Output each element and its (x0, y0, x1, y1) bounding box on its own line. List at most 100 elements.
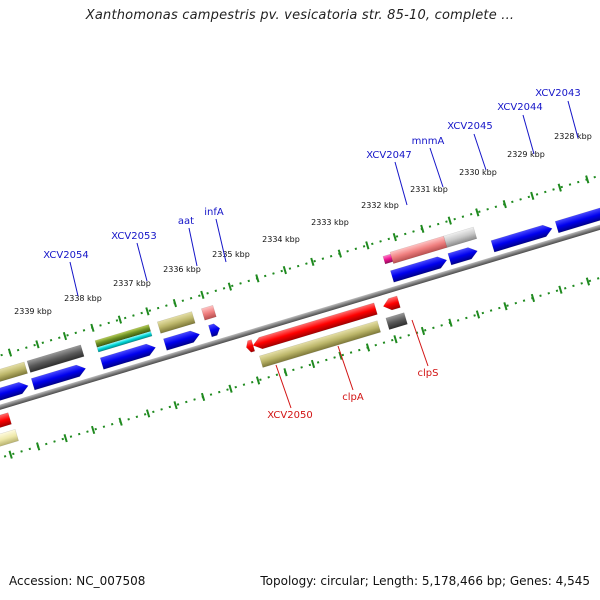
reverse-gene-label[interactable]: clpA (342, 392, 364, 403)
forward-gene-arrow[interactable] (390, 254, 448, 283)
minor-tick (585, 175, 590, 184)
gene-leader-line (275, 364, 292, 409)
forward-gene-block[interactable] (443, 226, 478, 248)
gene-leader-line (215, 218, 227, 263)
forward-gene-label[interactable]: XCV2047 (366, 150, 411, 161)
tick-dot (572, 284, 575, 288)
kbp-tick-label: 2329 kbp (507, 150, 545, 159)
forward-gene-arrow[interactable] (554, 200, 600, 234)
forward-gene-arrow[interactable] (30, 363, 87, 391)
forward-gene-label[interactable]: XCV2044 (497, 102, 542, 113)
forward-gene-label[interactable]: aat (178, 216, 194, 227)
tick-dot (436, 222, 440, 226)
tick-dot (247, 279, 251, 283)
minor-tick (337, 249, 342, 258)
forward-gene-block[interactable] (0, 361, 28, 388)
minor-tick (200, 290, 205, 299)
reverse-gene-arrow[interactable] (251, 302, 378, 351)
tick-dot (354, 247, 358, 251)
forward-gene-block[interactable] (156, 311, 196, 334)
tick-dot (535, 193, 539, 196)
tick-dot (577, 180, 580, 184)
minor-tick (585, 277, 591, 286)
tick-dot (428, 225, 432, 228)
tick-dot (156, 306, 160, 310)
tick-dot (53, 440, 56, 443)
tick-dot (110, 422, 114, 426)
tick-dot (453, 217, 456, 221)
reverse-gene-block[interactable] (259, 320, 381, 368)
forward-gene-arrow[interactable] (163, 329, 201, 351)
tick-dot (305, 262, 308, 265)
minor-tick (502, 199, 507, 209)
tick-dot (489, 309, 493, 312)
forward-gene-label[interactable]: XCV2045 (447, 121, 492, 132)
tick-dot (69, 435, 73, 438)
minor-tick (530, 191, 535, 200)
tick-dot (552, 188, 555, 191)
tick-dot (432, 326, 435, 330)
tick-dot (465, 316, 468, 320)
reverse-gene-label[interactable]: clpS (418, 368, 439, 379)
minor-tick (475, 310, 481, 319)
tick-dot (494, 205, 498, 209)
tick-dot (316, 361, 320, 364)
topology-text: Topology: circular; Length: 5,178,466 bp… (260, 574, 590, 588)
tick-dot (275, 373, 279, 377)
forward-gene-arrow[interactable] (0, 380, 30, 408)
tick-dot (478, 210, 481, 213)
forward-gene-label[interactable]: XCV2043 (535, 88, 580, 99)
reverse-gene-block[interactable] (0, 428, 19, 450)
minor-tick (557, 183, 562, 192)
reverse-gene-arrow[interactable] (0, 412, 12, 433)
minor-tick (145, 409, 151, 418)
minor-tick (118, 417, 123, 426)
tick-dot (58, 336, 61, 340)
forward-gene-arrow[interactable] (99, 342, 157, 370)
tick-dot (181, 299, 185, 302)
kbp-tick-label: 2334 kbp (262, 235, 300, 244)
tick-dot (41, 341, 45, 344)
forward-gene-arrow[interactable] (208, 323, 221, 338)
forward-gene-block[interactable] (26, 344, 85, 373)
reverse-gene-arrow[interactable] (245, 339, 256, 354)
tick-dot (222, 287, 226, 290)
tick-dot (234, 385, 237, 389)
reverse-gene-label[interactable]: XCV2050 (267, 410, 312, 421)
tick-dot (82, 329, 86, 332)
map-title: Xanthomonas campestris pv. vesicatoria s… (85, 8, 515, 23)
kbp-tick-label: 2339 kbp (14, 307, 52, 316)
forward-gene-label[interactable]: XCV2053 (111, 231, 156, 242)
reverse-gene-block[interactable] (385, 312, 408, 330)
tick-dot (168, 405, 172, 409)
kbp-tick-label: 2328 kbp (554, 132, 592, 141)
kbp-tick-label: 2337 kbp (113, 279, 151, 288)
forward-gene-block[interactable] (96, 330, 153, 353)
minor-tick (255, 376, 261, 385)
tick-dot (596, 277, 600, 280)
minor-tick (172, 298, 178, 308)
tick-dot (580, 282, 583, 285)
forward-gene-label[interactable]: XCV2054 (43, 250, 88, 261)
tick-dot (239, 282, 242, 285)
forward-gene-label[interactable]: mnmA (412, 136, 445, 147)
tick-dot (395, 235, 399, 238)
minor-tick (35, 340, 40, 349)
tick-dot (511, 200, 514, 204)
tick-dot (127, 418, 130, 421)
forward-gene-arrow[interactable] (447, 245, 479, 266)
tick-dot (250, 380, 254, 384)
forward-gene-arrow[interactable] (490, 223, 554, 253)
reverse-gene-arrow[interactable] (382, 295, 401, 312)
tick-dot (115, 319, 119, 322)
tick-dot (143, 413, 147, 416)
forward-gene-block[interactable] (201, 304, 217, 321)
tick-dot (49, 338, 53, 342)
gene-leader-line (429, 147, 444, 188)
tick-dot (382, 341, 386, 344)
minor-tick (228, 384, 233, 393)
tick-dot (20, 450, 23, 453)
gene-leader-line (337, 345, 354, 391)
forward-gene-label[interactable]: infA (204, 207, 224, 218)
minor-tick (282, 265, 287, 275)
